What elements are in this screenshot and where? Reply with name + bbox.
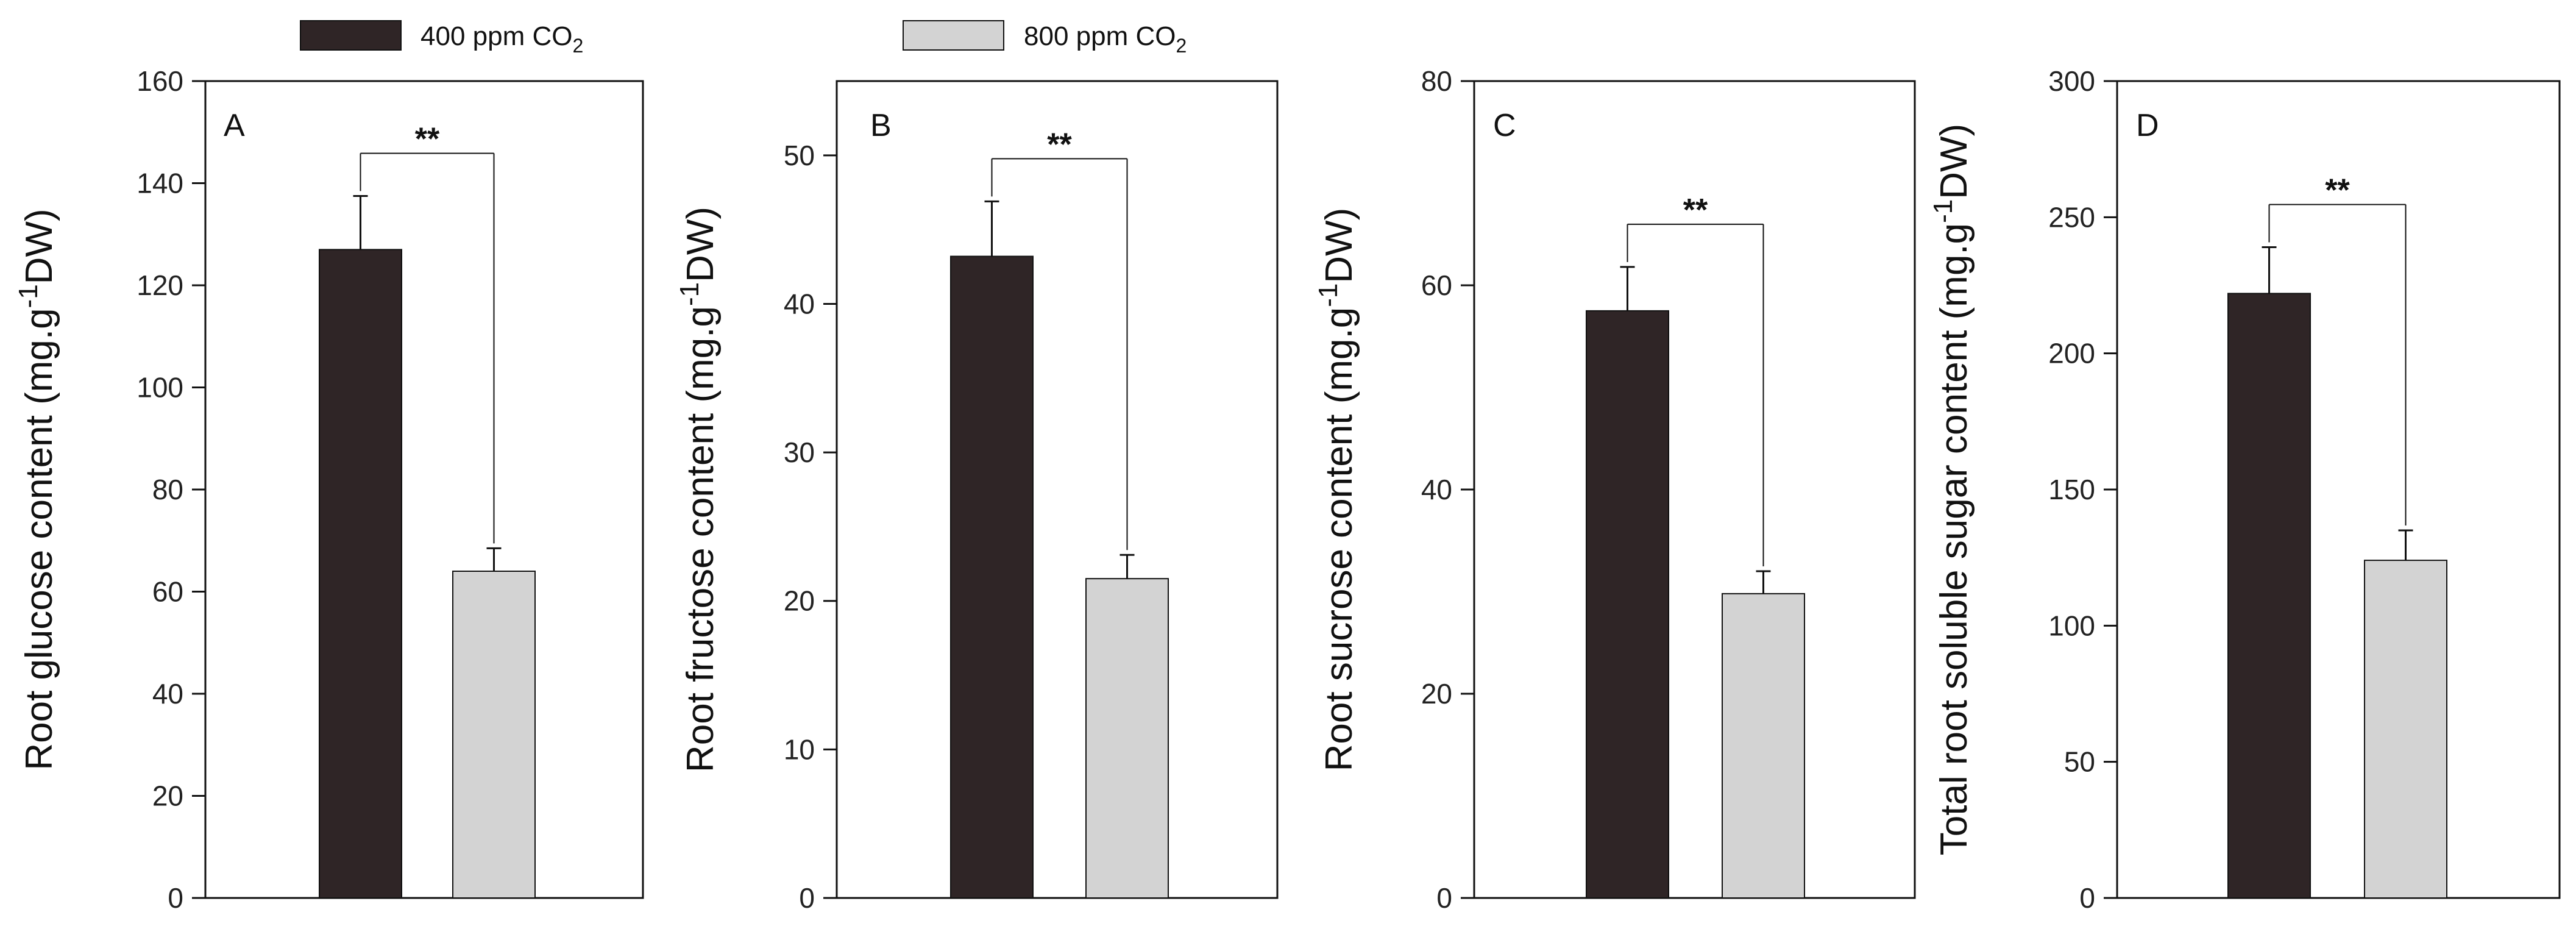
- bar-400ppm: [2227, 293, 2311, 899]
- y-tick-label: 120: [137, 269, 183, 301]
- y-tick-label: 20: [152, 780, 183, 812]
- y-axis-label: Total root soluble sugar content (mg.g-1…: [1928, 124, 1975, 855]
- plot-frame: [836, 80, 1279, 899]
- chart-panel-c: 0 20 40 60 80 Root sucrose content (mg.g-1DW)…: [1313, 65, 1916, 914]
- y-tick-label: 40: [1421, 474, 1452, 505]
- chart-panel-a: 0 20 40 60 80 100 120 140 160 Root glucose conten…: [13, 65, 644, 914]
- significance-label: **: [415, 121, 440, 157]
- y-tick-label: 0: [799, 882, 815, 914]
- y-tick-label: 140: [137, 168, 183, 199]
- y-tick-label: 50: [784, 140, 815, 171]
- y-tick-label: 40: [784, 288, 815, 319]
- y-tick-label: 0: [1436, 882, 1452, 914]
- y-tick-label: 100: [137, 372, 183, 404]
- panel-letter: B: [870, 108, 892, 143]
- y-tick-label: 30: [784, 436, 815, 468]
- legend-label-1: 400 ppm CO2: [420, 21, 583, 57]
- y-tick-label: 80: [1421, 65, 1452, 97]
- y-tick-label: 10: [784, 733, 815, 765]
- y-tick-label: 20: [1421, 678, 1452, 710]
- bar-800ppm: [1085, 578, 1169, 899]
- legend-subscript: 2: [572, 35, 583, 57]
- significance-label: **: [1683, 193, 1708, 228]
- y-tick-label: 0: [2079, 882, 2095, 914]
- y-tick-label: 300: [2048, 65, 2095, 97]
- legend-swatch-1: [300, 20, 402, 51]
- bar-400ppm: [1586, 310, 1669, 899]
- y-axis-label: Root fructose content (mg.g-1DW): [675, 207, 722, 772]
- chart-panel-b: 0 10 20 30 40 50 Root fructose content (mg.g-1…: [675, 80, 1279, 914]
- y-tick-label: 250: [2048, 201, 2095, 233]
- bar-800ppm: [452, 571, 536, 899]
- panel-letter: D: [2136, 108, 2159, 143]
- bar-400ppm: [950, 255, 1034, 899]
- legend-subscript: 2: [1176, 35, 1187, 57]
- y-tick-label: 20: [784, 585, 815, 617]
- y-tick-label: 0: [168, 882, 183, 914]
- bar-400ppm: [319, 249, 402, 899]
- significance-label: **: [2325, 173, 2350, 208]
- bar-800ppm: [2364, 560, 2447, 899]
- y-axis-label: Root glucose content (mg.g-1DW): [13, 208, 60, 770]
- panel-letter: C: [1493, 108, 1516, 143]
- plot-frame: [204, 80, 644, 899]
- legend-label-2: 800 ppm CO2: [1024, 21, 1187, 57]
- bar-800ppm: [1722, 593, 1805, 899]
- y-tick-label: 150: [2048, 474, 2095, 505]
- y-tick-label: 200: [2048, 338, 2095, 369]
- legend: 400 ppm CO2 800 ppm CO2: [300, 20, 1187, 57]
- panel-letter: A: [224, 108, 245, 143]
- y-tick-label: 60: [152, 576, 183, 608]
- y-tick-label: 50: [2064, 746, 2095, 778]
- y-tick-label: 60: [1421, 269, 1452, 301]
- legend-swatch-2: [903, 20, 1004, 51]
- y-tick-label: 100: [2048, 610, 2095, 641]
- y-tick-label: 40: [152, 678, 183, 710]
- y-tick-label: 160: [137, 65, 183, 97]
- y-tick-label: 80: [152, 474, 183, 505]
- y-axis-label: Root sucrose content (mg.g-1DW): [1313, 208, 1360, 772]
- chart-panel-d: 0 50 100 150 200 250 300 Total root soluble sug…: [1928, 65, 2561, 914]
- significance-label: **: [1047, 127, 1072, 162]
